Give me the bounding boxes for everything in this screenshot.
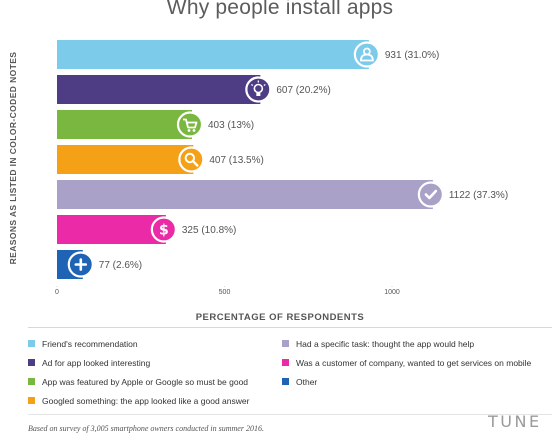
dollar-icon: $ (159, 223, 169, 239)
legend-label: Had a specific task: thought the app wou… (296, 338, 475, 349)
lightbulb-icon (250, 80, 266, 96)
bar-chart: 931 (31.0%) 607 (20.2%) 403 (13%) 407 (13.5… (55, 40, 508, 296)
svg-text:$: $ (159, 223, 169, 239)
bar-value-label-3: 403 (13%) (208, 120, 254, 131)
brand-logo: TUNE (488, 412, 542, 431)
bar-value-label-4: 407 (13.5%) (209, 155, 263, 166)
x-tick-500: 500 (219, 289, 231, 296)
legend-item: Googled something: the app looked like a… (28, 391, 249, 410)
legend-swatch (28, 378, 35, 385)
legend-item: Ad for app looked interesting (28, 353, 249, 372)
legend-item: Had a specific task: thought the app wou… (282, 334, 531, 353)
bar-icon-badge-6 (150, 216, 177, 243)
legend-swatch (28, 340, 35, 347)
legend-item: Friend's recommendation (28, 334, 249, 353)
checkmark-icon (424, 189, 438, 200)
bar-value-label-2: 607 (20.2%) (276, 85, 330, 96)
bar-4 (57, 145, 194, 174)
legend-label: Googled something: the app looked like a… (42, 395, 250, 406)
legend-label: Ad for app looked interesting (42, 357, 151, 368)
x-tick-0: 0 (55, 289, 59, 296)
legend-swatch (28, 397, 35, 404)
legend-item: Other (282, 372, 531, 391)
x-axis-label: PERCENTAGE OF RESPONDENTS (195, 312, 365, 323)
legend-label: Was a customer of company, wanted to get… (296, 357, 532, 368)
bar-6 (57, 215, 166, 244)
legend-swatch (282, 340, 289, 347)
legend-swatch (282, 378, 289, 385)
bar-1 (57, 40, 369, 69)
legend-column-right: Had a specific task: thought the app wou… (282, 334, 531, 391)
bar-value-label-5: 1122 (37.3%) (449, 190, 508, 201)
bar-value-label-7: 77 (2.6%) (99, 260, 142, 271)
legend-label: Friend's recommendation (42, 338, 138, 349)
legend-swatch (28, 359, 35, 366)
chart-title: Why people install apps (166, 0, 394, 19)
divider (28, 327, 552, 328)
bar-icon-badge-2 (245, 76, 272, 103)
x-tick-1000: 1000 (384, 289, 400, 296)
plus-icon (74, 258, 88, 271)
divider-bottom (28, 414, 552, 415)
legend-swatch (282, 359, 289, 366)
bar-2 (57, 75, 261, 104)
legend-label: App was featured by Apple or Google so m… (42, 376, 249, 387)
person-icon (359, 47, 374, 62)
cart-icon (183, 118, 198, 132)
bar-icon-badge-4 (178, 146, 205, 173)
bar-icon-badge-3 (176, 111, 204, 138)
bar-3 (57, 110, 193, 139)
legend-item: Was a customer of company, wanted to get… (282, 353, 531, 372)
legend-column-left: Friend's recommendation Ad for app looked… (28, 334, 249, 410)
legend-item: App was featured by Apple or Google so m… (28, 372, 249, 391)
magnifier-icon (184, 152, 199, 167)
bar-5 (57, 180, 433, 209)
legend-label: Other (296, 376, 318, 387)
bar-value-label-6: 325 (10.8%) (182, 225, 236, 236)
bar-value-label-1: 931 (31.0%) (385, 50, 439, 61)
footnote: Based on survey of 3,005 smartphone owne… (28, 424, 264, 433)
